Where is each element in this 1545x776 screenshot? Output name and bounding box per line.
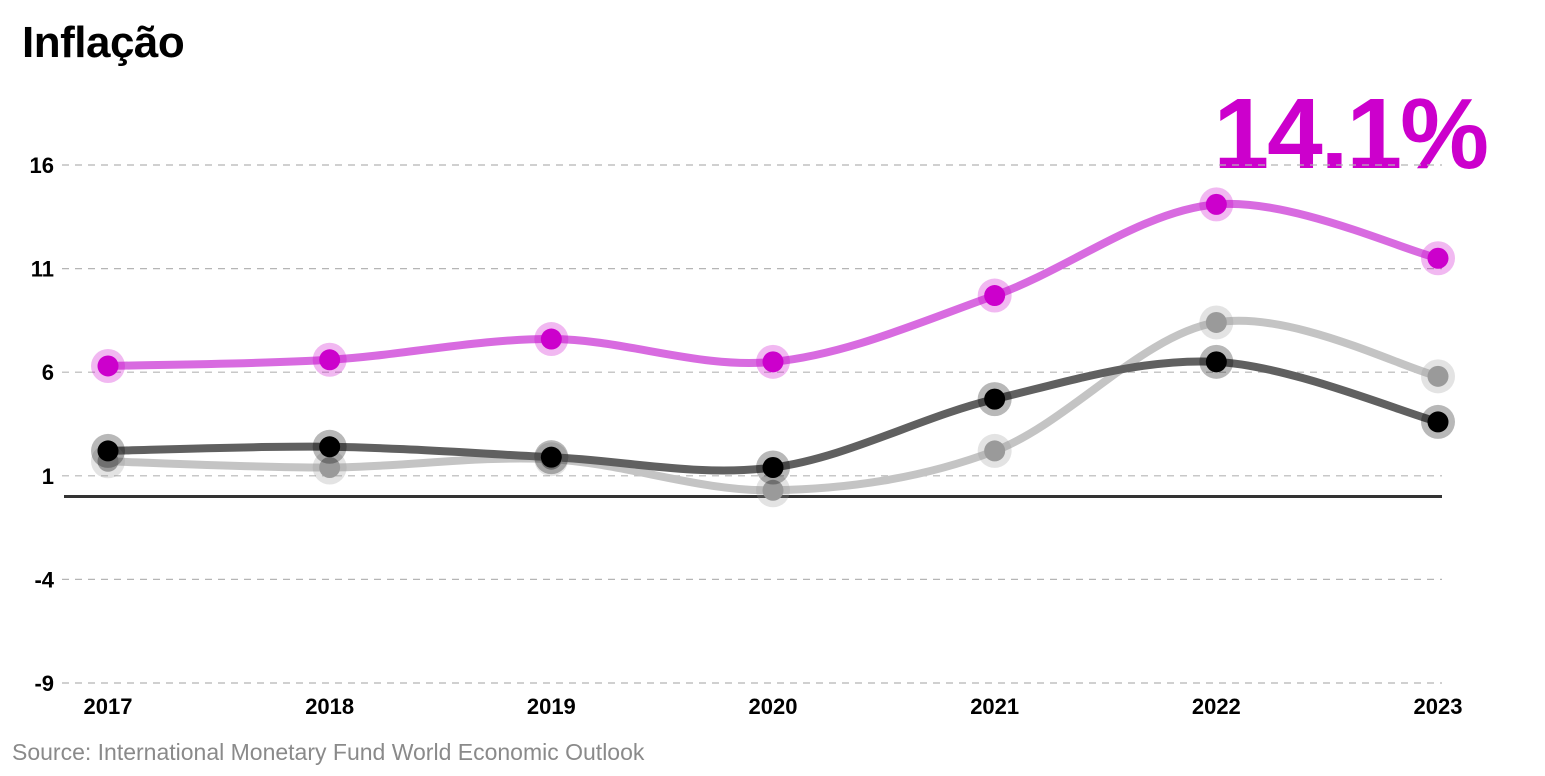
x-tick-label: 2018 bbox=[305, 694, 354, 719]
x-tick-label: 2021 bbox=[970, 694, 1019, 719]
data-point bbox=[1427, 411, 1449, 433]
y-tick-label: 11 bbox=[31, 257, 54, 282]
x-tick-label: 2022 bbox=[1192, 694, 1241, 719]
x-axis-ticks: 2017 2018 2019 2020 2021 2022 2023 bbox=[84, 694, 1463, 719]
data-point bbox=[1205, 193, 1227, 215]
source-note: Source: International Monetary Fund Worl… bbox=[12, 739, 645, 765]
data-point bbox=[984, 388, 1006, 410]
chart-title: Inflação bbox=[22, 18, 185, 67]
series-line-0 bbox=[104, 199, 1442, 370]
data-point bbox=[1205, 351, 1227, 373]
data-point bbox=[1205, 311, 1227, 333]
y-tick-label: -4 bbox=[34, 567, 54, 592]
y-axis-ticks: 16 11 6 1 -4 -9 bbox=[30, 153, 55, 696]
x-tick-label: 2023 bbox=[1414, 694, 1463, 719]
data-point bbox=[97, 440, 119, 462]
x-tick-label: 2020 bbox=[749, 694, 798, 719]
data-point bbox=[319, 436, 341, 458]
data-point bbox=[1427, 365, 1449, 387]
data-point bbox=[762, 351, 784, 373]
data-point bbox=[319, 349, 341, 371]
x-tick-label: 2019 bbox=[527, 694, 576, 719]
data-point bbox=[540, 446, 562, 468]
x-tick-label: 2017 bbox=[84, 694, 133, 719]
y-tick-label: -9 bbox=[34, 671, 54, 696]
data-point bbox=[319, 457, 341, 479]
series-points bbox=[91, 187, 1455, 508]
y-tick-label: 16 bbox=[30, 153, 54, 178]
data-point bbox=[762, 479, 784, 501]
highlight-value-label: 14.1% bbox=[1213, 78, 1489, 190]
y-tick-label: 1 bbox=[42, 464, 54, 489]
data-point bbox=[984, 285, 1006, 307]
y-tick-label: 6 bbox=[42, 360, 54, 385]
data-point bbox=[540, 328, 562, 350]
data-point bbox=[984, 440, 1006, 462]
gridlines bbox=[62, 164, 1442, 684]
data-point bbox=[1427, 247, 1449, 269]
data-point bbox=[762, 457, 784, 479]
data-point bbox=[97, 355, 119, 377]
